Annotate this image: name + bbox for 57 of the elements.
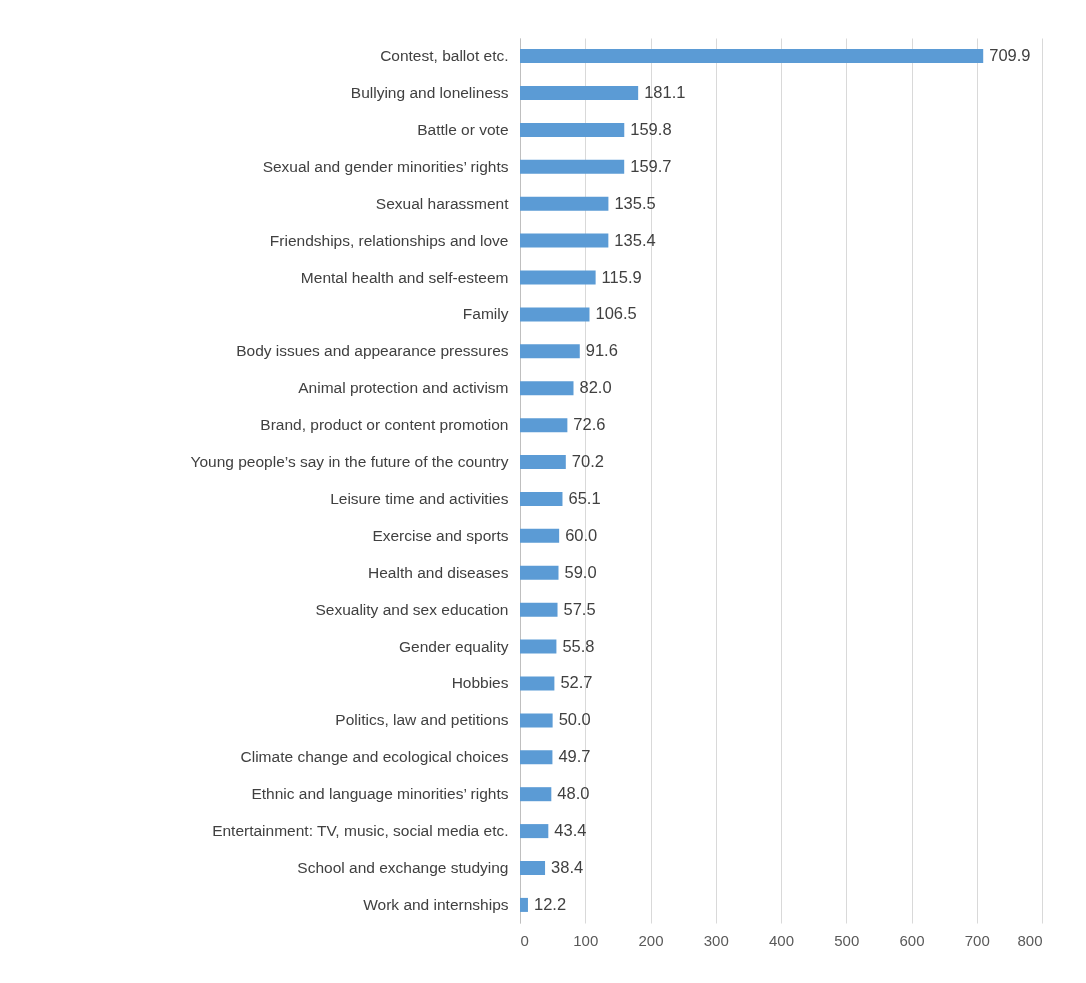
data-label: 12.2 bbox=[533, 894, 567, 913]
x-tick-label: 0 bbox=[520, 931, 529, 949]
data-label: 55.8 bbox=[562, 636, 595, 655]
y-tick-label: Entertainment: TV, music, social media etc. bbox=[212, 822, 509, 840]
data-label: 159.8 bbox=[630, 119, 672, 138]
y-tick-label: Climate change and ecological choices bbox=[240, 748, 509, 766]
data-label: 135.4 bbox=[614, 230, 656, 249]
x-tick-label: 200 bbox=[638, 931, 664, 949]
y-tick-label: Health and diseases bbox=[368, 563, 509, 581]
y-tick-label: Sexual harassment bbox=[375, 194, 510, 212]
y-tick-label: Family bbox=[462, 305, 509, 323]
x-tick-label: 600 bbox=[899, 931, 925, 949]
x-tick-label: 700 bbox=[964, 931, 990, 949]
data-label: 60.0 bbox=[565, 525, 598, 544]
y-tick-label: Gender equality bbox=[399, 637, 509, 655]
y-tick-label: Ethnic and language minorities’ rights bbox=[251, 785, 509, 803]
y-tick-label: Work and internships bbox=[363, 895, 509, 913]
y-tick-label: Mental health and self-esteem bbox=[300, 268, 509, 286]
data-label: 52.7 bbox=[560, 673, 593, 692]
y-tick-label: Bullying and loneliness bbox=[350, 83, 509, 101]
data-label: 181.1 bbox=[644, 82, 686, 101]
y-tick-label: Battle or vote bbox=[417, 120, 509, 138]
y-tick-label: Politics, law and petitions bbox=[335, 711, 509, 729]
data-label: 82.0 bbox=[579, 378, 612, 397]
y-tick-label: Friendships, relationships and love bbox=[269, 231, 509, 249]
data-label: 50.0 bbox=[558, 710, 591, 729]
data-label: 38.4 bbox=[551, 858, 584, 877]
y-tick-label: School and exchange studying bbox=[297, 859, 509, 877]
y-tick-label: Animal protection and activism bbox=[298, 379, 509, 397]
y-tick-label: Hobbies bbox=[451, 674, 509, 692]
data-label: 106.5 bbox=[595, 304, 637, 323]
y-tick-label: Contest, ballot etc. bbox=[380, 47, 509, 65]
data-label: 135.5 bbox=[614, 193, 656, 212]
x-tick-label: 400 bbox=[768, 931, 795, 949]
y-tick-label: Sexuality and sex education bbox=[315, 600, 509, 618]
data-label: 91.6 bbox=[585, 341, 618, 360]
x-tick-label: 300 bbox=[703, 931, 729, 949]
data-label: 43.4 bbox=[554, 821, 587, 840]
data-label: 159.7 bbox=[630, 156, 672, 175]
y-tick-label: Leisure time and activities bbox=[330, 489, 509, 507]
x-tick-label: 500 bbox=[834, 931, 860, 949]
data-label: 49.7 bbox=[558, 747, 591, 766]
y-tick-label: Brand, product or content promotion bbox=[260, 416, 509, 434]
y-tick-label: Body issues and appearance pressures bbox=[236, 342, 509, 360]
data-label: 57.5 bbox=[563, 599, 596, 618]
data-label: 48.0 bbox=[557, 784, 590, 803]
data-label: 115.9 bbox=[601, 267, 642, 286]
data-label: 70.2 bbox=[571, 452, 604, 471]
x-tick-label: 800 bbox=[1017, 931, 1043, 949]
y-tick-label: Sexual and gender minorities’ rights bbox=[262, 157, 509, 175]
data-label: 709.9 bbox=[989, 46, 1031, 65]
data-label: 59.0 bbox=[564, 562, 597, 581]
data-label: 65.1 bbox=[568, 488, 601, 507]
y-tick-label: Young people’s say in the future of the country bbox=[190, 453, 509, 471]
data-label: 72.6 bbox=[573, 415, 606, 434]
x-tick-label: 100 bbox=[573, 931, 599, 949]
y-tick-label: Exercise and sports bbox=[372, 526, 509, 544]
